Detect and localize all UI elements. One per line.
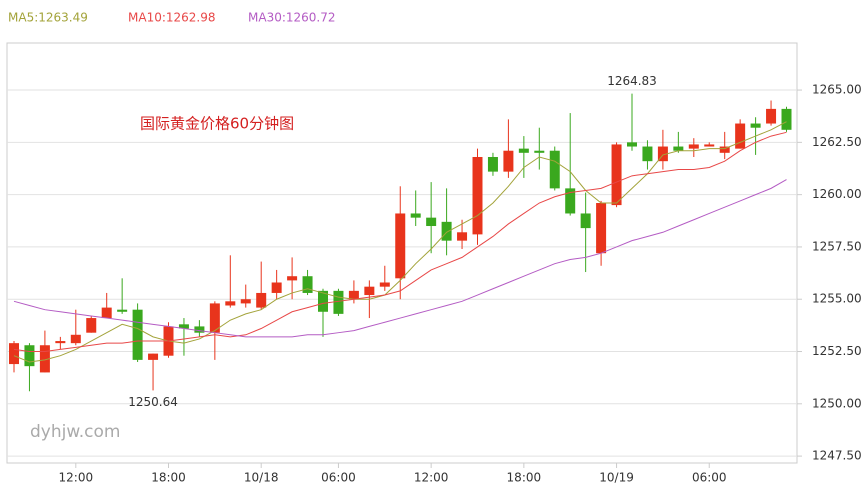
ma-line: [13, 179, 787, 338]
candle-body: [487, 156, 498, 172]
x-tick-label: 10/19: [599, 471, 634, 485]
chart-title: 国际黄金价格60分钟图: [140, 115, 294, 133]
candle-body: [596, 203, 607, 254]
x-tick-label: 18:00: [151, 471, 186, 485]
candle-body: [704, 144, 715, 147]
candle-body: [688, 144, 699, 149]
candle-body: [395, 213, 406, 279]
candle-body: [287, 276, 298, 281]
candle-body: [225, 301, 236, 306]
candle-body: [194, 326, 205, 333]
ma-line: [13, 121, 787, 363]
candle-body: [117, 309, 128, 312]
candle-body: [673, 146, 684, 151]
candle-body: [518, 148, 529, 153]
candle-body: [549, 150, 560, 189]
y-tick-label: 1250.00: [812, 396, 862, 410]
candle-body: [101, 307, 112, 319]
candle-body: [379, 282, 390, 287]
y-tick-label: 1262.50: [812, 135, 862, 149]
x-tick-label: 10/18: [244, 471, 279, 485]
candle-body: [642, 146, 653, 162]
y-tick-label: 1265.00: [812, 83, 862, 97]
watermark: dyhjw.com: [30, 422, 120, 442]
candle-body: [364, 286, 375, 296]
candle-body: [39, 345, 50, 373]
candle-body: [534, 150, 545, 153]
candle-body: [55, 341, 66, 344]
candle-body: [333, 290, 344, 314]
candle-body: [318, 290, 328, 312]
candle-body: [271, 282, 282, 293]
candle-body: [503, 150, 514, 172]
candle-body: [410, 213, 421, 218]
candle-body: [719, 146, 730, 153]
y-tick-label: 1255.00: [812, 292, 862, 306]
y-tick-label: 1247.50: [812, 449, 862, 463]
y-tick-label: 1252.50: [812, 344, 862, 358]
candle-body: [735, 123, 746, 149]
candle-body: [86, 318, 97, 333]
candle-body: [657, 146, 668, 162]
annotation: 1264.83: [607, 74, 657, 88]
candle-body: [302, 276, 313, 293]
y-tick-label: 1257.50: [812, 239, 862, 253]
legend-entry: MA5:1263.49: [8, 11, 88, 25]
x-tick-label: 06:00: [692, 471, 727, 485]
candle-body: [580, 213, 591, 229]
candle-body: [178, 324, 189, 329]
y-tick-label: 1260.00: [812, 187, 862, 201]
ma-line: [13, 131, 787, 353]
candle-body: [24, 345, 35, 367]
candle-body: [766, 108, 777, 124]
candle-body: [472, 156, 483, 235]
candle-body: [781, 108, 792, 130]
candle-body: [565, 188, 576, 214]
candle-body: [132, 309, 143, 360]
candle-body: [256, 292, 267, 308]
x-tick-label: 12:00: [59, 471, 94, 485]
x-tick-label: 06:00: [321, 471, 356, 485]
candle-body: [611, 144, 622, 206]
candle-body: [457, 232, 468, 241]
x-tick-label: 12:00: [414, 471, 449, 485]
plot-frame: [6, 42, 798, 464]
candle-body: [441, 221, 452, 241]
candle-body: [426, 217, 437, 227]
candle-body: [348, 290, 359, 300]
candle-body: [209, 303, 220, 333]
candle-body: [148, 353, 159, 360]
candle-body: [627, 142, 637, 147]
candle-body: [240, 299, 251, 304]
x-tick-label: 18:00: [507, 471, 542, 485]
candle-body: [9, 343, 19, 365]
candle-body: [70, 334, 81, 344]
annotation: 1250.64: [128, 395, 178, 409]
legend-entry: MA10:1262.98: [128, 11, 216, 25]
legend-entry: MA30:1260.72: [248, 11, 336, 25]
candle-body: [750, 123, 761, 128]
